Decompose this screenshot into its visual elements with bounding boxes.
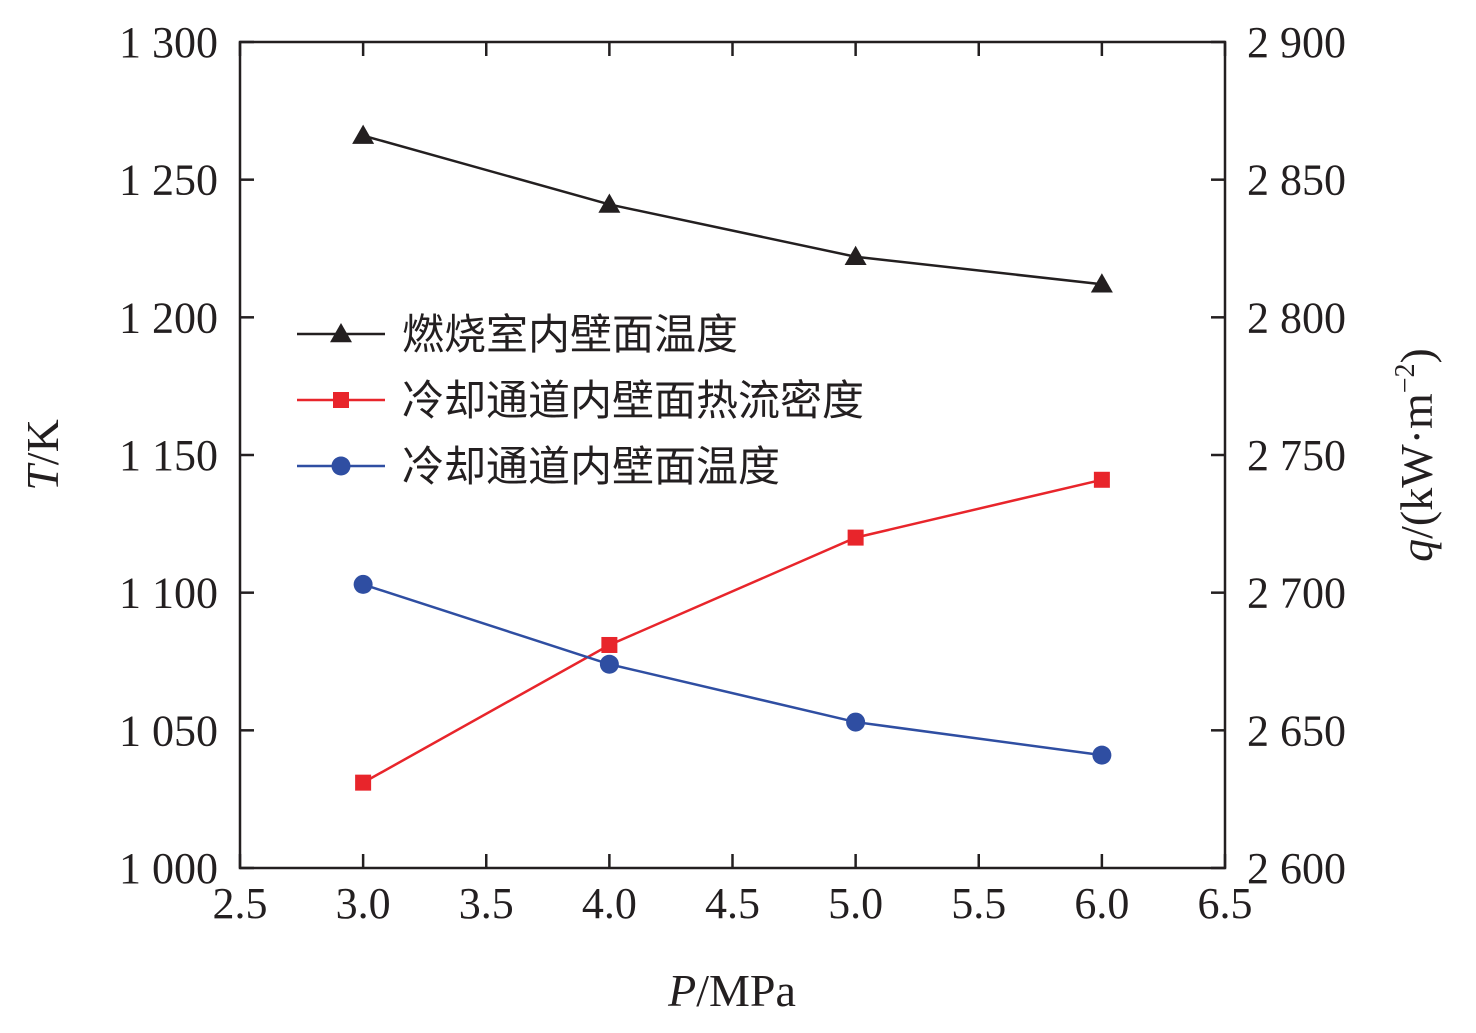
data-point-square	[601, 636, 618, 653]
x-tick-label: 5.0	[828, 879, 883, 928]
legend-label: 冷却通道内壁面温度	[402, 442, 780, 491]
y-left-tick-label: 1 300	[119, 18, 218, 67]
y-right-tick-label: 2 600	[1247, 844, 1346, 893]
y-right-tick-label: 2 650	[1247, 706, 1346, 755]
legend-label: 燃烧室内壁面温度	[402, 310, 738, 359]
tick-label-layer: 2.5 3.0 3.5 4.0 4.5 5.0 5.5 6.0 6.5 1 000 1 050 1 1…	[119, 18, 1346, 928]
y-right-tick-label: 2 750	[1247, 431, 1346, 480]
y-right-axis-title-close: )	[1391, 348, 1442, 363]
data-point-square	[1093, 471, 1110, 488]
y-right-tick-label: 2 700	[1247, 569, 1346, 618]
y-right-axis-title: q/(kW·m−2)	[1390, 348, 1442, 562]
data-point-square	[847, 529, 864, 546]
data-point-square	[355, 774, 372, 791]
legend-marker-triangle	[330, 323, 352, 343]
data-point-triangle	[598, 193, 621, 213]
series-layer	[352, 124, 1113, 791]
x-tick-label: 4.0	[582, 879, 637, 928]
data-point-circle	[353, 574, 373, 594]
x-axis-title: P/MPa	[667, 965, 796, 1016]
x-tick-label: 5.5	[951, 879, 1006, 928]
series-triangle	[352, 124, 1113, 293]
legend-marker-square	[333, 392, 349, 408]
legend-entry: 燃烧室内壁面温度	[297, 310, 738, 359]
x-tick-label: 2.5	[213, 879, 268, 928]
legend-label: 冷却通道内壁面热流密度	[402, 376, 864, 425]
x-tick-label: 3.5	[459, 879, 514, 928]
y-left-axis-title-var: T	[17, 462, 68, 491]
y-left-axis-title-unit: /K	[17, 419, 68, 465]
x-tick-label: 3.0	[336, 879, 391, 928]
data-point-circle	[599, 654, 619, 674]
x-axis-title-var: P	[667, 965, 696, 1016]
data-point-triangle	[352, 124, 375, 144]
data-point-triangle	[1090, 273, 1113, 293]
legend-marker-circle	[331, 456, 351, 476]
y-right-axis-title-var: q	[1391, 539, 1442, 562]
y-left-axis-title: T/K	[17, 419, 68, 491]
data-point-circle	[846, 712, 866, 732]
x-axis-title-unit: /MPa	[696, 965, 796, 1016]
series-line	[362, 134, 1103, 286]
y-left-tick-label: 1 250	[119, 156, 218, 205]
y-right-tick-label: 2 800	[1247, 293, 1346, 342]
y-left-tick-label: 1 050	[119, 706, 218, 755]
y-right-axis-title-sup: −2	[1390, 363, 1421, 393]
data-point-circle	[1092, 745, 1112, 765]
y-right-axis-title-unit: /(kW·m	[1391, 393, 1442, 539]
plot-frame	[238, 40, 1227, 870]
series-line	[362, 478, 1103, 784]
legend-entry: 冷却通道内壁面热流密度	[297, 376, 864, 425]
series-circle	[353, 574, 1112, 765]
y-left-tick-label: 1 200	[119, 293, 218, 342]
series-line	[362, 583, 1103, 757]
y-right-tick-label: 2 900	[1247, 18, 1346, 67]
x-tick-label: 6.5	[1198, 879, 1253, 928]
series-square	[355, 471, 1110, 791]
y-left-tick-label: 1 150	[119, 431, 218, 480]
y-right-tick-label: 2 850	[1247, 156, 1346, 205]
data-point-triangle	[844, 245, 867, 266]
legend-entry: 冷却通道内壁面温度	[297, 442, 780, 491]
y-left-tick-label: 1 000	[119, 844, 218, 893]
x-tick-label: 4.5	[705, 879, 760, 928]
x-tick-label: 6.0	[1074, 879, 1129, 928]
y-left-tick-label: 1 100	[119, 569, 218, 618]
